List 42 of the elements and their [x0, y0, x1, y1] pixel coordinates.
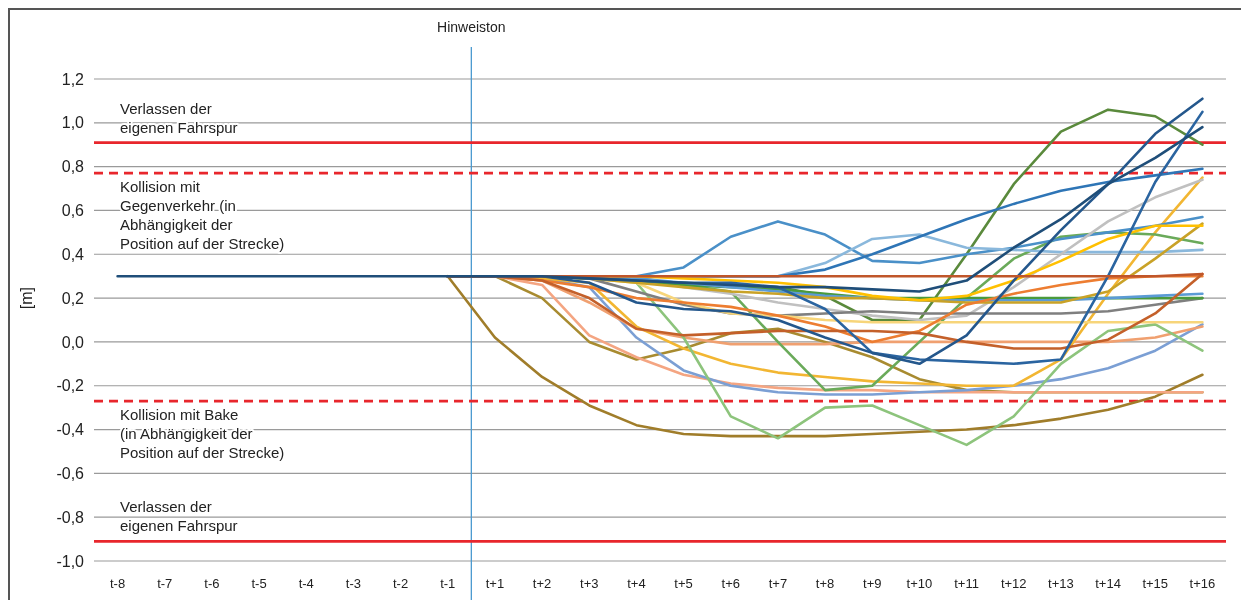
ref-line-label: Verlassen der eigenen Fahrspur	[120, 99, 238, 136]
x-tick-label: t+4	[627, 576, 646, 591]
x-tick-label: t-3	[345, 576, 361, 591]
y-axis-title: [m]	[18, 286, 35, 310]
x-tick-label: t+15	[1142, 576, 1169, 591]
x-tick-label: t-4	[298, 576, 314, 591]
y-tick-label: -0,4	[56, 421, 85, 439]
y-tick-label: 0,0	[61, 333, 85, 351]
x-tick-label: t+11	[954, 576, 979, 591]
x-tick-label: t+8	[815, 576, 835, 591]
y-tick-label: 0,4	[61, 245, 85, 263]
x-tick-label: t+1	[485, 576, 505, 591]
x-tick-label: t+3	[580, 576, 599, 591]
x-tick-label: t-5	[251, 576, 267, 591]
x-tick-label: t+6	[721, 576, 740, 591]
x-tick-label: t-7	[157, 576, 173, 591]
y-tick-label: 0,8	[61, 158, 85, 176]
x-tick-label: t+5	[674, 576, 693, 591]
ref-line-label: Kollision mit Bake (in Abhängigkeit der Position auf der Strecke)	[120, 406, 285, 462]
y-tick-label: 1,0	[61, 114, 85, 132]
x-tick-label: t-8	[110, 576, 126, 591]
x-tick-label: t+16	[1189, 576, 1216, 591]
y-tick-label: -0,6	[56, 464, 85, 482]
x-tick-label: t-6	[204, 576, 220, 591]
x-tick-label: t+10	[906, 576, 933, 591]
x-tick-label: t+12	[1000, 576, 1027, 591]
x-tick-label: t+7	[768, 576, 788, 591]
ref-line-label: Hinweiston	[437, 19, 506, 35]
x-tick-label: t-2	[393, 576, 409, 591]
y-tick-label: 1,2	[61, 70, 85, 88]
ref-line-label: Verlassen der eigenen Fahrspur	[120, 498, 238, 535]
x-tick-label: t-1	[440, 576, 456, 591]
y-tick-label: -1,0	[56, 552, 85, 570]
x-tick-label: t+14	[1095, 576, 1121, 591]
x-tick-label: t+9	[863, 576, 882, 591]
x-tick-label: t+13	[1048, 576, 1074, 591]
y-tick-label: 0,2	[61, 289, 85, 307]
y-tick-label: -0,8	[56, 508, 85, 526]
x-tick-label: t+2	[532, 576, 552, 591]
y-tick-label: -0,2	[56, 377, 85, 395]
y-tick-label: 0,6	[61, 202, 85, 220]
ref-line-label: Kollision mit Gegenverkehr (in Abhängigkeit der Position auf der Strecke)	[120, 178, 285, 253]
